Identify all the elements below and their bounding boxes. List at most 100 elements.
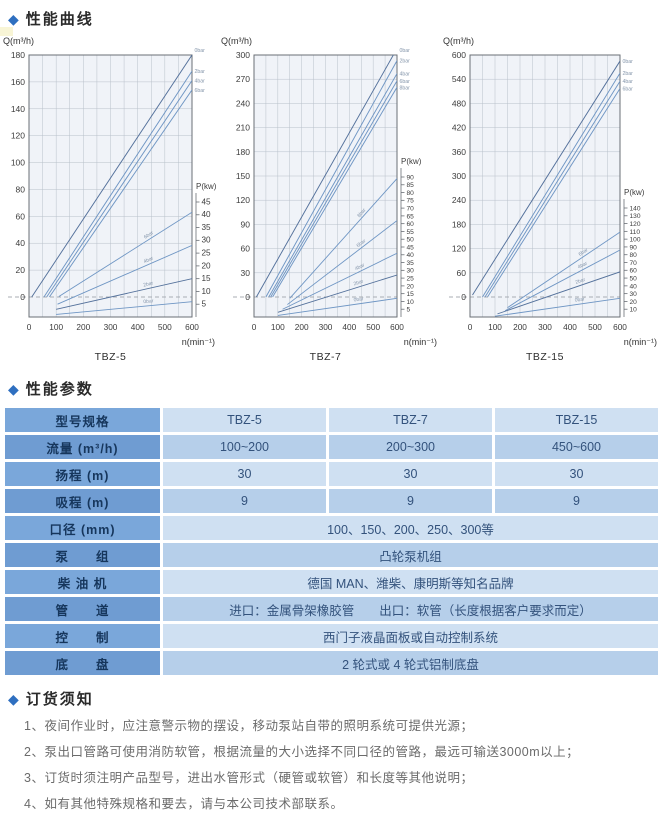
note-item: 2、泵出口管路可使用消防软管，根据流量的大小选择不同口径的管路，最远可输送300… [24,745,580,759]
p-axis-label: P(kw) [196,182,217,191]
p-axis-label: P(kw) [401,157,422,166]
plot-border [469,54,621,318]
y-tick-label: 140 [11,104,25,114]
p-curve-labels: 6bar 4bar 2bar 0bar [574,247,589,304]
x-tick-label: 200 [76,322,90,332]
q-curve-8bar [272,87,397,298]
q-curve-label: 4bar [400,72,411,78]
y-tick-label: 60 [457,268,467,278]
q-curve-label: 2bar [400,59,411,65]
y-tick-label: 0 [20,292,25,302]
param-value-cell: 9 [495,489,658,513]
p-curve-labels: 6bar 4bar 2bar 0bar [143,230,155,305]
param-row: 流量 (m³/h) 100~200 200~300 450~600 [5,435,658,459]
param-row: 柴 油 机德国 MAN、潍柴、康明斯等知名品牌 [5,570,658,594]
section-heading-params: ◆ 性能参数 [0,368,660,401]
q-curve-6bar [270,80,397,298]
x-axis-ticks: 0 100 200 300 400 500 600 [468,322,628,332]
p-curve-0bar [56,301,192,315]
p-tick-label: 60 [407,221,415,228]
param-label-cell: 吸程 (m) [5,489,160,513]
param-row: 控 制西门子液晶面板或自动控制系统 [5,624,658,648]
note-item: 3、订货时须注明产品型号，进出水管形式（硬管或软管）和长度等其他说明； [24,771,474,785]
note-item: 1、夜间作业时，应注意警示物的摆设，移动泵站自带的照明系统可提供光源； [24,719,474,733]
notes-heading-label: 订货须知 [25,691,94,708]
q-curve-label: 6bar [400,79,411,85]
p-curve-label: 2bar [353,279,365,288]
x-tick-label: 200 [513,322,527,332]
x-tick-label: 100 [271,322,285,332]
p-tick-label: 120 [630,221,641,228]
p-tick-label: 130 [630,213,641,220]
q-curve-6bar [48,89,192,298]
p-tick-label: 80 [407,190,415,197]
p-tick-label: 45 [407,244,415,251]
p-tick-label: 50 [630,275,638,282]
p-curve-label: 8bar [356,207,367,219]
p-tick-label: 20 [202,261,212,270]
q-curves [472,60,620,298]
p-tick-label: 10 [202,287,212,296]
p-curve-label: 2bar [575,277,587,286]
p-curve-8bar [289,178,397,299]
p-curve-label: 6bar [143,230,155,241]
y-tick-label: 300 [452,171,466,181]
x-tick-label: 0 [27,322,32,332]
x-tick-label: 0 [468,322,473,332]
y-tick-label: 0 [461,292,466,302]
performance-chart-TBZ-5: 0 20 40 60 80 100 120 140 160 180 0 100 200 300 400 500… [3,36,217,363]
p-curve-2bar [277,274,397,313]
p-tick-label: 25 [202,249,212,258]
p-axis: 5 10 15 20 25 30 35 40 45 P(kw) [195,182,217,317]
param-label-cell: 柴 油 机 [5,570,160,594]
p-curve-label: 0bar [143,298,154,305]
q-curve-4bar [484,80,620,298]
p-tick-label: 75 [407,198,415,205]
y-axis-ticks: 0 30 60 90 120 150 180 210 240 270 300 [236,50,250,302]
q-curve-label: 0bar [195,48,206,54]
p-curve-4bar [504,249,620,312]
q-curve-label: 0bar [623,59,634,65]
y-tick-label: 120 [236,195,250,205]
p-curves [277,178,397,316]
p-curves [56,211,192,315]
y-axis-ticks: 0 60 120 180 240 300 360 420 480 540 600 [452,50,466,302]
x-tick-label: 100 [488,322,502,332]
y-tick-label: 180 [11,50,25,60]
y-tick-label: 540 [452,74,466,84]
charts-row: 0 20 40 60 80 100 120 140 160 180 0 100 200 300 400 500… [0,33,660,368]
param-value-cell: 30 [163,462,326,486]
y-tick-label: 480 [452,98,466,108]
y-axis-title: Q(m³/h) [221,36,252,46]
p-tick-label: 70 [407,206,415,213]
param-label-cell: 管 道 [5,597,160,621]
p-tick-label: 15 [407,291,415,298]
param-label-cell: 扬程 (m) [5,462,160,486]
param-label-cell: 底 盘 [5,651,160,675]
y-tick-label: 240 [452,195,466,205]
q-curve-0bar [255,55,394,298]
x-axis-ticks: 0 100 200 300 400 500 600 [252,322,405,332]
param-row: 吸程 (m) 9 9 9 [5,489,658,513]
p-tick-label: 30 [407,268,415,275]
param-value-cell: 100、150、200、250、300等 [163,516,658,540]
section-heading-curves: ◆ 性能曲线 [0,0,660,31]
q-curves [31,55,192,298]
y-tick-label: 270 [236,74,250,84]
p-curve-0bar [494,297,620,317]
p-curve-label: 4bar [143,255,155,265]
p-tick-label: 30 [202,236,212,245]
p-axis-label: P(kw) [624,188,645,197]
q-curve-0bar [472,60,620,296]
y-tick-label: 420 [452,123,466,133]
notes-list: 1、夜间作业时，应注意警示物的摆设，移动泵站自带的照明系统可提供光源； 2、泵出口… [0,711,660,817]
x-tick-label: 500 [366,322,380,332]
section-heading-notes: ◆ 订货须知 [0,678,660,711]
param-value-cell: 9 [163,489,326,513]
p-curve-2bar [56,278,192,310]
y-tick-label: 150 [236,171,250,181]
